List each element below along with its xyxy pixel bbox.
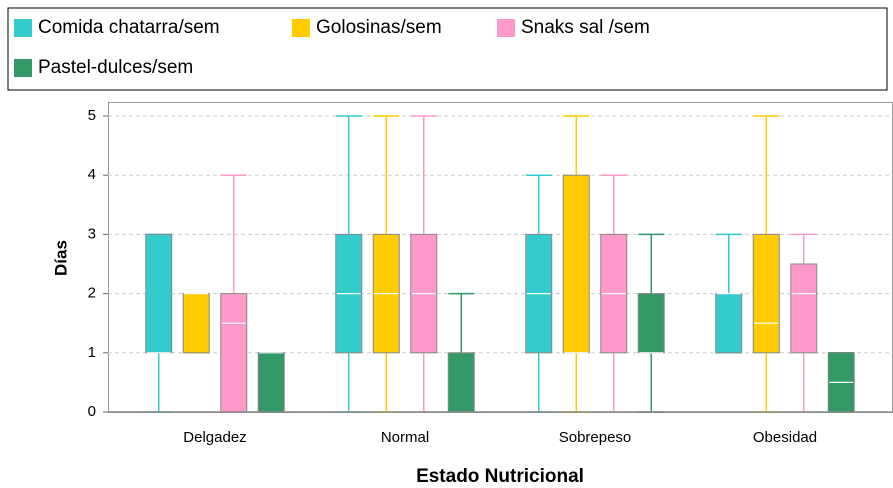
legend-label: Golosinas/sem — [316, 17, 442, 38]
box — [562, 174, 590, 354]
box — [145, 233, 173, 354]
box — [715, 293, 743, 354]
y-tick-label: 4 — [88, 166, 96, 183]
legend-label: Pastel-dulces/sem — [38, 57, 193, 78]
y-tick-label: 1 — [88, 344, 96, 361]
box — [447, 352, 475, 413]
x-tick-label: Sobrepeso — [559, 429, 632, 446]
y-tick-label: 3 — [88, 225, 96, 242]
y-tick-label: 5 — [88, 107, 96, 124]
x-tick-label: Delgadez — [183, 429, 246, 446]
box — [257, 352, 285, 413]
box — [182, 293, 210, 354]
legend-box — [7, 7, 888, 91]
box — [790, 263, 818, 354]
legend-swatch — [14, 59, 32, 77]
legend-label: Snaks sal /sem — [521, 17, 650, 38]
box — [220, 293, 248, 413]
x-axis-label: Estado Nutricional — [416, 466, 584, 487]
y-tick-label: 0 — [88, 403, 96, 420]
box — [752, 233, 780, 354]
legend-label: Comida chatarra/sem — [38, 17, 220, 38]
x-tick-label: Normal — [381, 429, 429, 446]
legend-swatch — [497, 19, 515, 37]
legend-swatch — [14, 19, 32, 37]
y-tick-label: 2 — [88, 285, 96, 302]
box — [637, 293, 665, 354]
x-tick-label: Obesidad — [753, 429, 817, 446]
legend-swatch — [292, 19, 310, 37]
y-axis-label: Días — [51, 240, 70, 276]
